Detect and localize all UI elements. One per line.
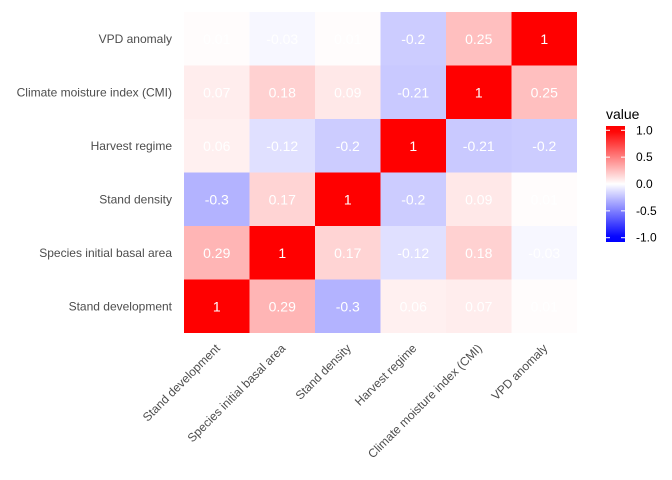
heatmap-cell <box>249 172 315 226</box>
heatmap-cell <box>446 119 512 173</box>
heatmap-cell-label: -0.3 <box>205 191 229 207</box>
heatmap-cell-label: 0.06 <box>203 138 230 154</box>
heatmap-cell <box>315 226 381 280</box>
heatmap-cell <box>184 172 250 226</box>
heatmap-cell-label: -0.21 <box>397 84 429 100</box>
heatmap-cell-label: 0.18 <box>269 84 296 100</box>
heatmap-cell-label: 1 <box>409 138 417 154</box>
x-axis-tick-label: Climate moisture index (CMI) <box>365 341 485 461</box>
heatmap-cell-label: 0.29 <box>269 298 296 314</box>
heatmap-cell-label: -0.3 <box>336 298 360 314</box>
heatmap-cell <box>511 119 577 173</box>
heatmap-cell <box>184 65 250 119</box>
heatmap-cell <box>446 226 512 280</box>
heatmap-cell <box>184 279 250 333</box>
heatmap-cell-label: -0.2 <box>532 138 556 154</box>
heatmap-cell <box>511 12 577 66</box>
x-axis-tick-label: Harvest regime <box>352 341 420 409</box>
heatmap-cell-label: 0.06 <box>400 298 427 314</box>
heatmap-cell <box>380 172 446 226</box>
heatmap-cell-label: 0.07 <box>465 298 492 314</box>
y-axis-tick-label: Climate moisture index (CMI) <box>17 85 172 99</box>
heatmap-cell-label: -0.12 <box>266 138 298 154</box>
color-legend: value 1.0 0.5 0.0 -0.5 -1.0 <box>606 106 657 245</box>
legend-tick-label: -1.0 <box>636 231 657 245</box>
heatmap-cell-label: 1 <box>475 84 483 100</box>
heatmap-cell-label: 0.25 <box>465 31 492 47</box>
heatmap-cell <box>446 172 512 226</box>
heatmap-cell-label: 0.01 <box>531 298 558 314</box>
heatmap-cell-label: 1 <box>540 31 548 47</box>
y-axis-tick-label: Species initial basal area <box>39 246 172 260</box>
y-axis-tick-labels: Stand development Species initial basal a… <box>17 32 173 314</box>
heatmap-cell-label: 0.01 <box>203 31 230 47</box>
y-axis-tick-label: Harvest regime <box>91 139 173 153</box>
heatmap-cell <box>184 226 250 280</box>
heatmap-cell-label: 0.18 <box>465 245 492 261</box>
heatmap-cell <box>511 172 577 226</box>
heatmap-cell-label: 0.17 <box>269 191 296 207</box>
heatmap-cell <box>446 12 512 66</box>
heatmap-cell <box>184 119 250 173</box>
heatmap-cell <box>315 119 381 173</box>
heatmap-cell-label: 0.25 <box>531 84 558 100</box>
heatmap-cell <box>511 226 577 280</box>
legend-tick-label: 1.0 <box>636 123 653 137</box>
heatmap-cell <box>249 226 315 280</box>
heatmap-cell-label: -0.03 <box>528 245 560 261</box>
heatmap-cell-label: 0.07 <box>203 84 230 100</box>
y-axis-tick-label: Stand development <box>69 299 173 313</box>
heatmap-cell <box>249 279 315 333</box>
heatmap-cell <box>315 65 381 119</box>
heatmap-cell-label: -0.2 <box>401 191 425 207</box>
heatmap-cell-label: 0.09 <box>334 84 361 100</box>
y-axis-tick-label: VPD anomaly <box>99 32 172 46</box>
heatmap-cell-label: -0.2 <box>401 31 425 47</box>
heatmap-cell <box>511 279 577 333</box>
heatmap-cells <box>184 12 577 333</box>
heatmap-cell-label: 1 <box>213 298 221 314</box>
heatmap-cell-label: 0.29 <box>203 245 230 261</box>
heatmap-cell <box>184 12 250 66</box>
legend-colorbar <box>606 126 625 242</box>
legend-tick-label: -0.5 <box>636 204 657 218</box>
heatmap-cell <box>249 65 315 119</box>
heatmap-cell-label: -0.21 <box>463 138 495 154</box>
y-axis-tick-label: Stand density <box>99 192 172 206</box>
heatmap-cell-label: 1 <box>278 245 286 261</box>
x-axis-tick-label: VPD anomaly <box>489 341 551 403</box>
heatmap-cell <box>380 12 446 66</box>
heatmap-cell <box>249 12 315 66</box>
heatmap-cell <box>315 12 381 66</box>
heatmap-cell <box>380 279 446 333</box>
heatmap-cell <box>446 65 512 119</box>
x-axis-tick-label: Stand density <box>293 341 354 402</box>
legend-tick-label: 0.5 <box>636 150 653 164</box>
heatmap-cell <box>380 119 446 173</box>
heatmap-cell-label: -0.12 <box>397 245 429 261</box>
heatmap-cell-label: 0.09 <box>465 191 492 207</box>
legend-title: value <box>606 106 640 122</box>
heatmap-cell <box>446 279 512 333</box>
legend-tick-label: 0.0 <box>636 177 653 191</box>
heatmap-cell <box>249 119 315 173</box>
heatmap-cell-label: 1 <box>344 191 352 207</box>
heatmap-cell <box>315 172 381 226</box>
heatmap-cell <box>315 279 381 333</box>
heatmap-cell-label: 0.01 <box>531 191 558 207</box>
heatmap-cell-labels: 1 0.29 -0.3 0.06 0.07 0.01 0.29 1 0.17 -0.12 0.18 -… <box>203 31 560 315</box>
heatmap-cell-label: 0.17 <box>334 245 361 261</box>
heatmap-cell-label: -0.2 <box>336 138 360 154</box>
heatmap-cell-label: 0.01 <box>334 31 361 47</box>
heatmap-cell <box>511 65 577 119</box>
heatmap-cell <box>380 65 446 119</box>
heatmap-cell <box>380 226 446 280</box>
legend-ticks: 1.0 0.5 0.0 -0.5 -1.0 <box>606 123 657 245</box>
heatmap-cell-label: -0.03 <box>266 31 298 47</box>
